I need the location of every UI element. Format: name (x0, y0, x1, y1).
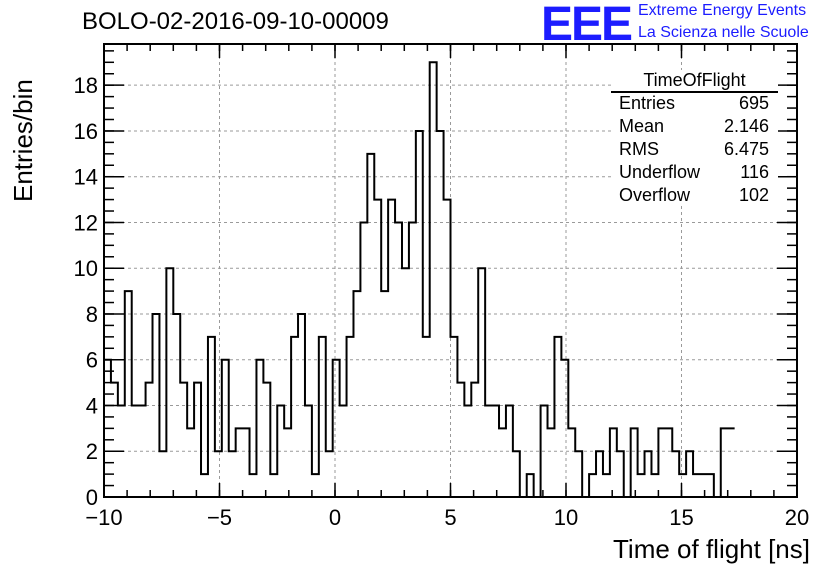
stats-row-overflow: Overflow 102 (619, 185, 769, 208)
x-tick-label: 10 (554, 505, 578, 530)
y-tick-label: 18 (74, 73, 98, 98)
stats-key: Overflow (619, 185, 691, 205)
stats-key: Mean (619, 116, 665, 136)
stats-row-mean: Mean 2.146 (619, 116, 769, 139)
stats-value: 695 (738, 93, 769, 113)
eee-logo: EEE (541, 0, 633, 51)
y-axis-label: Entries/bin (8, 78, 38, 202)
stats-key: RMS (619, 139, 659, 159)
stats-row-entries: Entries 695 (619, 93, 769, 116)
stats-key: Underflow (619, 162, 701, 182)
stats-value: 6.475 (723, 139, 769, 159)
y-tick-label: 10 (74, 256, 98, 281)
x-tick-label: 0 (329, 505, 341, 530)
x-tick-label: 5 (444, 505, 456, 530)
stats-box: TimeOfFlight Entries 695 Mean 2.146 RMS … (611, 70, 778, 206)
chart-title: BOLO-02-2016-09-10-00009 (82, 8, 389, 35)
axis-ticks (103, 44, 798, 498)
y-tick-label: 4 (86, 393, 98, 418)
stats-value: 102 (738, 185, 769, 205)
stats-row-rms: RMS 6.475 (619, 139, 769, 162)
y-tick-label: 2 (86, 439, 98, 464)
stats-key: Entries (619, 93, 676, 113)
x-axis-label: Time of flight [ns] (613, 534, 810, 564)
x-tick-label: 20 (785, 505, 809, 530)
tick-labels: −10 −5 0 5 10 15 20 0 2 4 6 8 10 12 14 16 18 (74, 73, 810, 530)
x-tick-label: 15 (669, 505, 693, 530)
logo-text-line2: La Scienza nelle Scuole (638, 24, 809, 41)
stats-value: 2.146 (723, 116, 769, 136)
y-tick-label: 12 (74, 210, 98, 235)
y-tick-label: 6 (86, 348, 98, 373)
stats-row-underflow: Underflow 116 (619, 162, 769, 185)
y-tick-label: 14 (74, 165, 98, 190)
x-tick-label: −10 (85, 505, 122, 530)
stats-title: TimeOfFlight (643, 70, 746, 90)
histogram-line (104, 61, 735, 498)
y-tick-label: 16 (74, 119, 98, 144)
x-tick-label: −5 (207, 505, 232, 530)
stats-value: 116 (740, 162, 769, 182)
y-tick-label: 8 (86, 302, 98, 327)
stats-divider (611, 91, 778, 93)
logo-text-line1: Extreme Energy Events (638, 2, 807, 19)
y-tick-label: 0 (86, 485, 98, 510)
